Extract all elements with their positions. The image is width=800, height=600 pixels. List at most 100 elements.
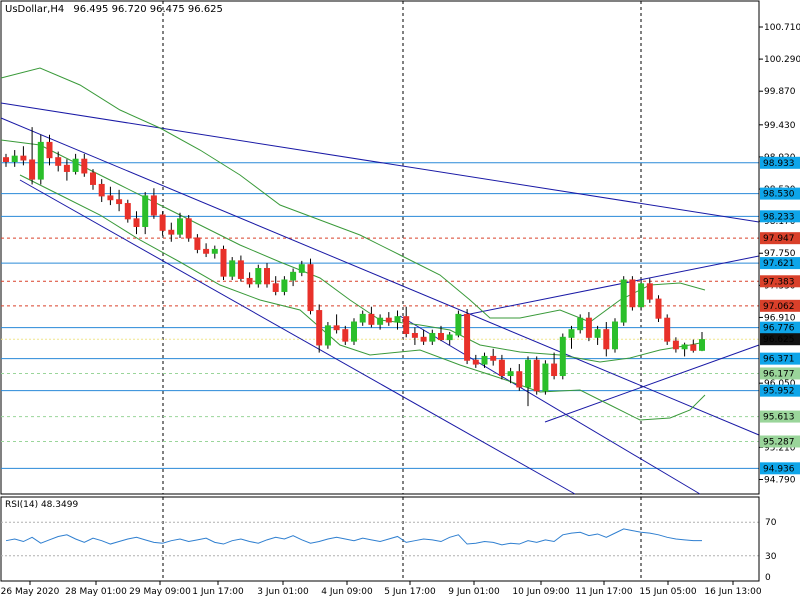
level-tag-label: 96.371 bbox=[763, 355, 795, 365]
candle-body bbox=[559, 336, 566, 377]
level-tag bbox=[760, 384, 800, 397]
level-tag-label: 98.233 bbox=[763, 212, 795, 222]
time-tick-label: 3 Jun 01:00 bbox=[257, 587, 309, 597]
candle-body bbox=[298, 264, 305, 273]
trendline bbox=[459, 255, 760, 317]
candle-body bbox=[90, 172, 96, 185]
price-tick-label: 95.210 bbox=[764, 443, 796, 453]
candle-body bbox=[55, 157, 62, 166]
rsi-line bbox=[5, 528, 702, 546]
candle-body bbox=[646, 283, 653, 300]
candle-body bbox=[533, 359, 540, 392]
level-tag bbox=[760, 410, 800, 423]
level-tag bbox=[760, 275, 800, 288]
candle-body bbox=[681, 344, 688, 350]
trendline bbox=[0, 102, 760, 223]
level-tag-label: 97.383 bbox=[763, 277, 795, 287]
candle-body bbox=[368, 313, 375, 325]
time-tick-label: 10 Jun 09:00 bbox=[512, 587, 569, 597]
candle-body bbox=[116, 199, 123, 205]
level-tag bbox=[760, 299, 800, 312]
candle-body bbox=[585, 317, 592, 338]
candle-body bbox=[272, 283, 279, 292]
candle-body bbox=[359, 313, 366, 323]
price-tick-label: 96.050 bbox=[764, 379, 796, 389]
rsi-tick-label: 0 bbox=[765, 573, 771, 583]
candle-body bbox=[525, 359, 531, 388]
candle-body bbox=[612, 321, 618, 350]
candle-body bbox=[63, 164, 70, 172]
candle-body bbox=[490, 355, 497, 361]
candle-body bbox=[11, 155, 18, 163]
candle-body bbox=[342, 329, 349, 342]
trendline bbox=[399, 315, 701, 495]
time-tick-label: 26 May 2020 bbox=[1, 587, 60, 597]
candle-body bbox=[411, 332, 418, 338]
candle-body bbox=[455, 313, 462, 336]
level-tag bbox=[760, 352, 800, 365]
level-tag-label: 95.613 bbox=[763, 413, 795, 423]
level-tag bbox=[760, 435, 800, 448]
candle-body bbox=[577, 317, 584, 331]
candle-body bbox=[46, 141, 53, 159]
candle-body bbox=[185, 218, 192, 239]
level-tag-label: 96.177 bbox=[763, 369, 795, 379]
candle-body bbox=[542, 363, 549, 392]
candle-body bbox=[385, 317, 392, 323]
candle-body bbox=[446, 334, 453, 341]
trendline bbox=[0, 117, 760, 436]
candle-body bbox=[168, 229, 175, 235]
candle-body bbox=[316, 310, 323, 346]
candle-body bbox=[481, 355, 488, 365]
ohlc-readout: 96.495 96.720 96.475 96.625 bbox=[73, 4, 223, 15]
candle-body bbox=[264, 268, 270, 285]
level-tag-label: 96.776 bbox=[763, 324, 795, 334]
candle-body bbox=[420, 336, 427, 342]
candle-body bbox=[203, 248, 210, 254]
candle-body bbox=[464, 313, 471, 361]
price-tick-label: 94.790 bbox=[764, 475, 796, 485]
time-tick-label: 29 May 09:00 bbox=[129, 587, 191, 597]
price-tick-label: 96.910 bbox=[764, 313, 796, 323]
level-tag bbox=[760, 333, 800, 346]
candle-body bbox=[124, 203, 131, 220]
candle-body bbox=[438, 332, 444, 341]
time-tick-label: 11 Jun 17:00 bbox=[575, 587, 632, 597]
price-tick-label: 99.430 bbox=[764, 121, 796, 131]
time-tick-label: 1 Jun 17:00 bbox=[192, 587, 244, 597]
level-tag bbox=[760, 367, 800, 380]
candle-body bbox=[429, 332, 436, 342]
candle-body bbox=[29, 159, 36, 180]
candle-body bbox=[568, 329, 575, 338]
candle-body bbox=[98, 183, 105, 197]
level-tag-label: 98.933 bbox=[763, 159, 795, 169]
candle-body bbox=[655, 298, 662, 319]
level-tag bbox=[760, 187, 800, 200]
candle-body bbox=[307, 264, 314, 312]
candle-body bbox=[72, 158, 79, 172]
candle-body bbox=[472, 359, 479, 365]
candle-body bbox=[603, 329, 610, 350]
candle-body bbox=[3, 157, 9, 163]
lower-band bbox=[19, 174, 706, 421]
rsi-tick-label: 70 bbox=[765, 518, 777, 528]
rsi-header: RSI(14) 48.3499 bbox=[5, 500, 79, 510]
time-tick-label: 28 May 01:00 bbox=[65, 587, 127, 597]
level-tag-label: 96.625 bbox=[763, 335, 795, 345]
upper-band bbox=[0, 67, 706, 323]
candle-body bbox=[498, 359, 505, 377]
level-tag bbox=[760, 321, 800, 334]
candle-body bbox=[220, 248, 227, 277]
candle-body bbox=[324, 325, 331, 346]
trendline bbox=[544, 344, 760, 423]
symbol-label: UsDollar,H4 bbox=[5, 4, 65, 15]
time-tick-label: 9 Jun 01:00 bbox=[448, 587, 500, 597]
time-tick-label: 15 Jun 05:00 bbox=[639, 587, 696, 597]
candle-body bbox=[507, 371, 514, 377]
level-tag bbox=[760, 462, 800, 475]
level-tag-label: 95.952 bbox=[763, 387, 795, 397]
candle-body bbox=[638, 283, 645, 308]
rsi-tick-label: 30 bbox=[765, 552, 777, 562]
candle-body bbox=[211, 248, 218, 254]
